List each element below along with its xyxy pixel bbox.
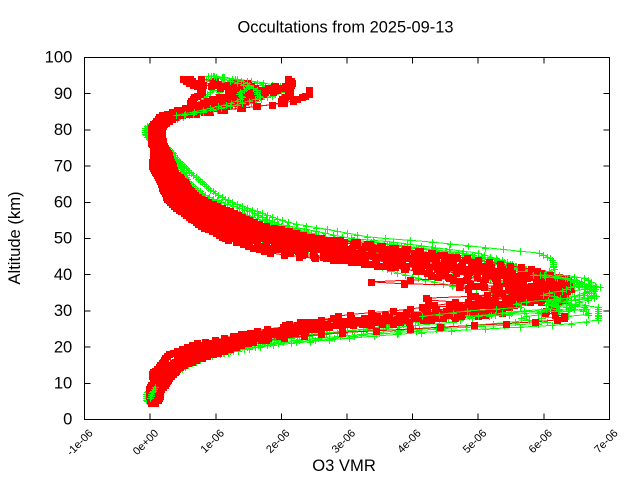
svg-text:O3 VMR: O3 VMR xyxy=(312,456,376,475)
svg-text:10: 10 xyxy=(54,374,72,393)
svg-text:30: 30 xyxy=(54,301,72,320)
svg-text:80: 80 xyxy=(54,120,72,139)
svg-text:Altitude (km): Altitude (km) xyxy=(5,191,24,284)
svg-text:50: 50 xyxy=(54,229,72,248)
svg-text:0: 0 xyxy=(63,410,72,429)
svg-text:100: 100 xyxy=(45,48,73,67)
svg-text:20: 20 xyxy=(54,337,72,356)
svg-text:60: 60 xyxy=(54,193,72,212)
svg-text:Occultations from 2025-09-13: Occultations from 2025-09-13 xyxy=(238,19,454,37)
svg-text:70: 70 xyxy=(54,156,72,175)
svg-text:40: 40 xyxy=(54,265,72,284)
svg-text:90: 90 xyxy=(54,84,72,103)
